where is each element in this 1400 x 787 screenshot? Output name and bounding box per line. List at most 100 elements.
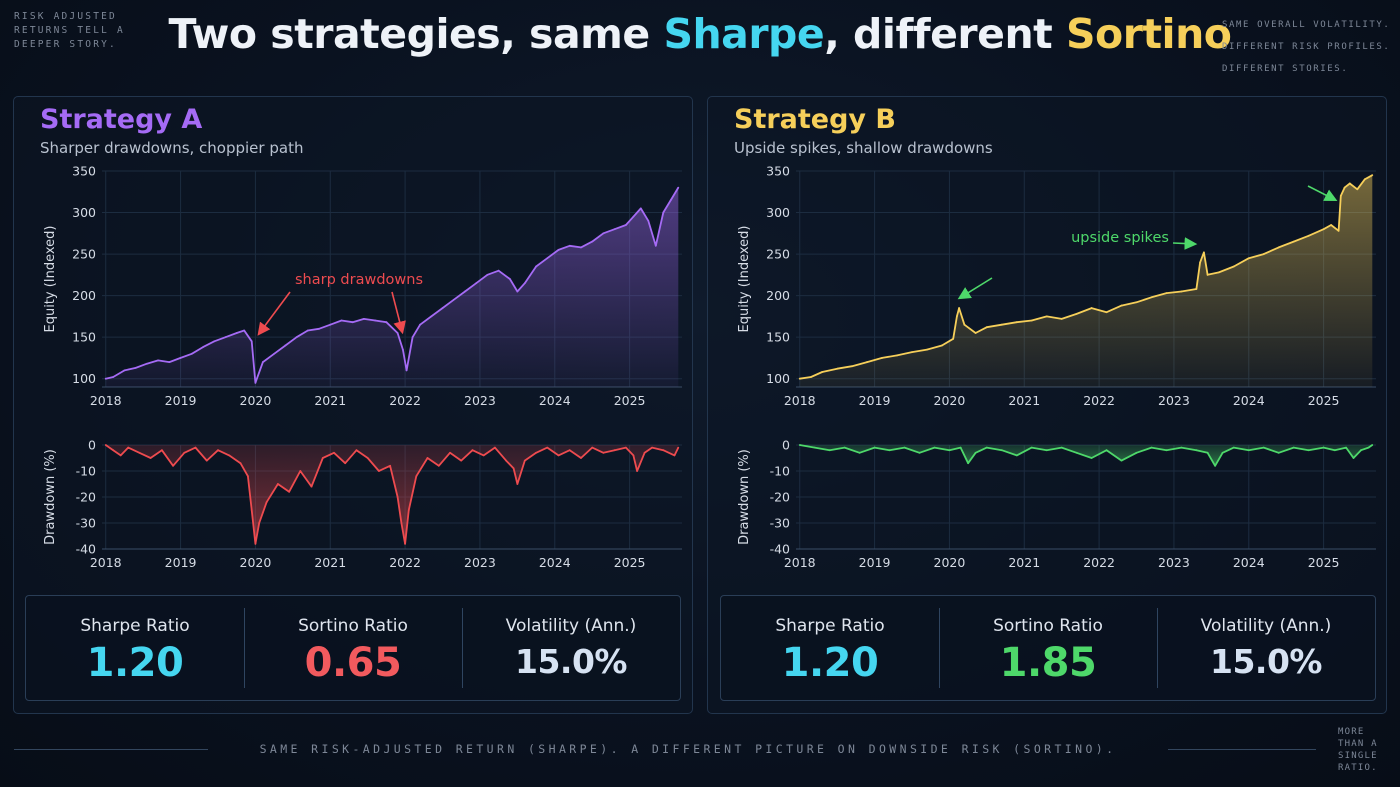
- y-tick-label: -30: [770, 516, 790, 531]
- equity-point: [881, 357, 883, 359]
- drawdown-point: [673, 454, 676, 457]
- drawdown-point: [1352, 457, 1355, 459]
- drawdown-point: [1135, 451, 1138, 454]
- equity-point: [243, 329, 246, 332]
- equity-point: [1120, 304, 1123, 307]
- note-top-left: RISK ADJUSTED RETURNS TELL A DEEPER STOR…: [14, 11, 125, 50]
- drawdown-point: [276, 483, 279, 485]
- y-tick-label: 200: [72, 288, 96, 303]
- drawdown-point: [265, 501, 268, 504]
- equity-point: [866, 361, 868, 363]
- equity-point: [952, 337, 955, 340]
- equity-point: [941, 344, 943, 347]
- drawdown-point: [1345, 446, 1347, 449]
- drawdown-point: [1105, 449, 1108, 452]
- drawdown-point: [183, 451, 186, 454]
- drawdown-point: [310, 485, 313, 488]
- equity-point: [401, 348, 404, 351]
- title-part: Two strategies, same: [168, 10, 664, 58]
- equity-point: [1202, 251, 1205, 254]
- y-tick-label: -30: [76, 516, 96, 531]
- metric-value: 1.20: [86, 640, 184, 686]
- equity-point: [441, 307, 444, 309]
- drawdown-point: [1333, 449, 1336, 452]
- y-tick-label: 150: [72, 330, 96, 345]
- drawdown-point: [505, 459, 508, 462]
- title-part: Sortino: [1066, 10, 1232, 58]
- equity-point: [235, 332, 238, 334]
- equity-point: [1045, 315, 1048, 318]
- equity-point: [1277, 246, 1280, 249]
- drawdown-point: [1221, 451, 1224, 454]
- drawdown-point: [460, 459, 463, 462]
- drawdown-point: [974, 451, 977, 454]
- drawdown-point: [138, 451, 141, 454]
- drawdown-point: [613, 449, 616, 452]
- equity-point: [974, 332, 977, 334]
- drawdown-point: [321, 457, 324, 459]
- drawdown-point: [1045, 449, 1048, 452]
- drawdown-point: [1165, 449, 1168, 452]
- drawdown-point: [523, 459, 526, 462]
- equity-point: [1135, 301, 1138, 304]
- equity-point: [340, 319, 343, 322]
- drawdown-point: [632, 454, 635, 457]
- equity-point: [123, 369, 126, 372]
- drawdown-point: [149, 457, 152, 459]
- title-part: , different: [824, 10, 1067, 58]
- equity-point: [508, 278, 511, 280]
- drawdown-point: [1262, 446, 1265, 449]
- drawdown-point: [602, 451, 605, 454]
- note-top-right: SAME OVERALL VOLATILITY. DIFFERENT RISK …: [1222, 20, 1391, 74]
- drawdown-point: [247, 475, 249, 478]
- x-tick-label: 2020: [934, 555, 966, 570]
- drawdown-point: [112, 449, 115, 452]
- equity-point: [523, 282, 526, 285]
- footer-divider-right: [1168, 749, 1316, 750]
- x-tick-label: 2019: [859, 393, 891, 408]
- x-tick-label: 2018: [784, 393, 816, 408]
- equity-point: [1337, 229, 1340, 232]
- equity-point: [654, 244, 657, 247]
- equity-point: [112, 376, 115, 378]
- equity-area: [799, 175, 1373, 387]
- drawdown-point: [959, 446, 962, 449]
- annotation-arrow: [1307, 185, 1338, 202]
- x-tick-label: 2022: [389, 393, 421, 408]
- x-tick-label: 2018: [90, 393, 122, 408]
- equity-point: [926, 348, 928, 351]
- drawdown-point: [888, 449, 891, 452]
- equity-point: [836, 367, 839, 370]
- drawdown-point: [1150, 446, 1153, 449]
- drawdown-point: [568, 449, 571, 452]
- equity-point: [1015, 321, 1018, 324]
- equity-point: [568, 244, 571, 247]
- strategy-a-title: Strategy A: [40, 104, 203, 135]
- equity-point: [639, 207, 642, 210]
- annotation-arrow: [957, 277, 993, 300]
- equity-point: [580, 246, 582, 249]
- equity-line: [799, 174, 1373, 380]
- drawdown-point: [205, 459, 208, 462]
- equity-point: [254, 381, 257, 384]
- drawdown-point: [1232, 446, 1235, 449]
- x-tick-label: 2023: [1158, 555, 1190, 570]
- equity-point: [1262, 253, 1265, 255]
- x-tick-label: 2018: [784, 555, 816, 570]
- strategy-a-subtitle: Sharper drawdowns, choppier path: [40, 139, 304, 157]
- drawdown-point: [651, 446, 653, 449]
- x-tick-label: 2021: [314, 393, 346, 408]
- y-tick-label: 300: [766, 205, 790, 220]
- drawdown-point: [1214, 464, 1216, 467]
- x-tick-label: 2025: [614, 555, 646, 570]
- drawdown-point: [1075, 451, 1078, 454]
- metric-value: 15.0%: [1210, 642, 1323, 681]
- strategy-b-subtitle: Upside spikes, shallow drawdowns: [734, 139, 993, 157]
- strategy-b-charts: 2018 2019 2020 2021 2022 2023 2024 2025 100 150 20…: [737, 164, 1376, 570]
- drawdown-point: [366, 457, 369, 459]
- equity-point: [662, 211, 665, 214]
- annotation-arrow: [257, 291, 291, 336]
- sortino-metric: Sortino Ratio 0.65: [244, 596, 462, 700]
- y-tick-label: 100: [766, 371, 790, 386]
- y-axis-label: Drawdown (%): [43, 449, 58, 545]
